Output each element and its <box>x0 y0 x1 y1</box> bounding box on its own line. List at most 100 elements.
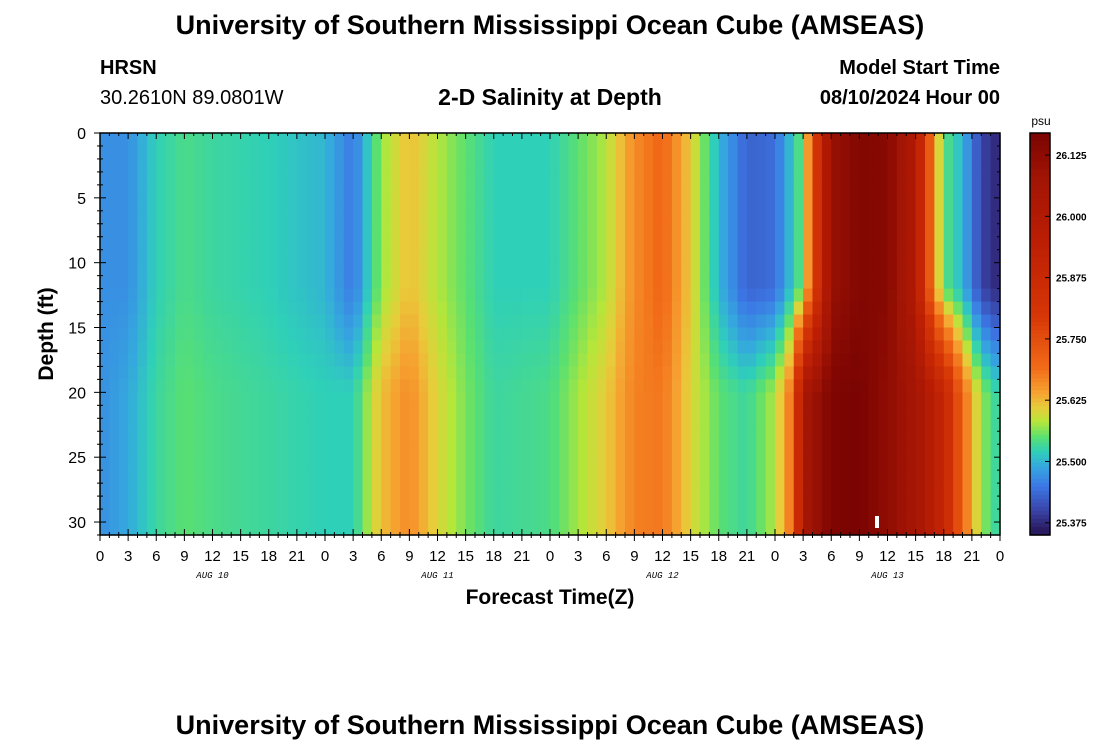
heatmap-cell <box>221 301 232 316</box>
x-tick-label: 18 <box>485 548 502 565</box>
heatmap-cell <box>100 223 110 238</box>
heatmap-cell <box>165 197 176 212</box>
heatmap-cell <box>784 431 795 445</box>
heatmap-cell <box>756 158 767 173</box>
heatmap-cell <box>184 366 195 380</box>
heatmap-cell <box>296 431 307 445</box>
heatmap-cell <box>512 184 523 199</box>
heatmap-cell <box>559 301 570 316</box>
heatmap-cell <box>325 275 335 290</box>
heatmap-cell <box>315 340 326 355</box>
heatmap-cell <box>362 223 373 238</box>
heatmap-cell <box>409 301 420 316</box>
heatmap-cell <box>718 171 729 186</box>
heatmap-cell <box>287 366 298 380</box>
heatmap-cell <box>803 288 814 303</box>
heatmap-cell <box>446 522 457 536</box>
heatmap-cell <box>184 275 195 290</box>
heatmap-cell <box>587 405 598 419</box>
heatmap-cell <box>484 158 495 173</box>
heatmap-cell <box>915 210 926 225</box>
heatmap-cell <box>334 133 345 147</box>
heatmap-cell <box>746 288 757 303</box>
heatmap-cell <box>981 158 992 173</box>
heatmap-cell <box>268 210 279 225</box>
colorbar-segment <box>1030 321 1050 327</box>
heatmap-cell <box>559 353 570 368</box>
heatmap-cell <box>212 392 223 406</box>
heatmap-cell <box>990 327 1001 342</box>
heatmap-cell <box>803 353 814 368</box>
heatmap-cell <box>390 327 401 342</box>
heatmap-cell <box>484 470 495 484</box>
heatmap-cell <box>990 483 1001 497</box>
heatmap-cell <box>100 366 110 380</box>
heatmap-cell <box>128 171 139 186</box>
heatmap-cell <box>653 236 664 251</box>
heatmap-cell <box>278 431 289 445</box>
heatmap-cell <box>840 236 851 251</box>
heatmap-cell <box>662 262 673 277</box>
heatmap-cell <box>240 522 251 536</box>
heatmap-cell <box>221 184 232 199</box>
heatmap-cell <box>662 353 673 368</box>
heatmap-cell <box>418 288 429 303</box>
heatmap-cell <box>540 262 551 277</box>
heatmap-cell <box>250 509 260 523</box>
colorbar-segment <box>1030 366 1050 371</box>
heatmap-cell <box>550 145 560 160</box>
heatmap-cell <box>756 275 767 290</box>
heatmap-cell <box>737 236 748 251</box>
heatmap-cell <box>334 392 345 406</box>
heatmap-cell <box>175 133 185 147</box>
heatmap-cell <box>400 210 410 225</box>
colorbar-segment <box>1030 502 1050 508</box>
heatmap-cell <box>381 418 392 432</box>
heatmap-cell <box>709 236 720 251</box>
heatmap-cell <box>690 522 701 536</box>
heatmap-cell <box>784 301 795 316</box>
colorbar-segment <box>1030 394 1050 399</box>
heatmap-cell <box>371 184 382 199</box>
heatmap-cell <box>981 366 992 380</box>
heatmap-cell <box>606 262 617 277</box>
heatmap-cell <box>793 522 804 536</box>
heatmap-cell <box>493 133 504 147</box>
heatmap-cell <box>259 366 270 380</box>
heatmap-cell <box>390 171 401 186</box>
heatmap-cell <box>700 249 710 264</box>
heatmap-cell <box>503 405 514 419</box>
heatmap-cell <box>212 301 223 316</box>
heatmap-cell <box>953 314 964 329</box>
heatmap-cell <box>559 522 570 536</box>
heatmap-cell <box>334 184 345 199</box>
heatmap-cell <box>296 171 307 186</box>
heatmap-cell <box>231 444 242 458</box>
heatmap-cell <box>371 509 382 523</box>
heatmap-cell <box>268 133 279 147</box>
heatmap-cell <box>690 418 701 432</box>
heatmap-cell <box>943 197 954 212</box>
heatmap-cell <box>784 483 795 497</box>
heatmap-cell <box>353 509 364 523</box>
heatmap-cell <box>325 145 335 160</box>
heatmap-cell <box>737 522 748 536</box>
heatmap-cell <box>540 223 551 238</box>
heatmap-cell <box>718 366 729 380</box>
heatmap-cell <box>756 197 767 212</box>
heatmap-cell <box>737 158 748 173</box>
heatmap-cell <box>887 353 898 368</box>
heatmap-cell <box>184 522 195 536</box>
heatmap-cell <box>925 522 935 536</box>
heatmap-cell <box>700 457 710 471</box>
heatmap-cell <box>221 431 232 445</box>
heatmap-cell <box>212 314 223 329</box>
heatmap-cell <box>971 405 982 419</box>
heatmap-cell <box>915 275 926 290</box>
heatmap-cell <box>962 444 973 458</box>
heatmap-cell <box>596 509 607 523</box>
heatmap-cell <box>521 288 532 303</box>
heatmap-cell <box>906 133 917 147</box>
colorbar-segment <box>1030 462 1050 468</box>
heatmap-cell <box>428 327 439 342</box>
